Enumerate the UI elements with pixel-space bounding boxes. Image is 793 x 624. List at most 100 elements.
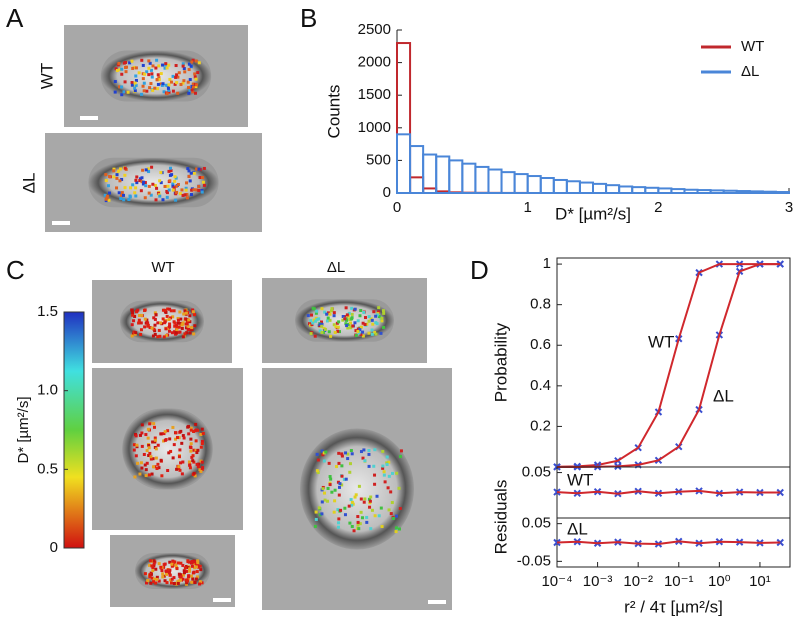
fit-line: [556, 263, 781, 468]
localization: [186, 559, 190, 563]
localization: [146, 323, 150, 327]
histogram-bar: [474, 165, 490, 194]
x-tick-label: 10⁻²: [623, 573, 653, 590]
localization: [123, 173, 127, 177]
histogram-bar: [631, 186, 647, 195]
localization: [161, 198, 165, 202]
localization: [124, 70, 128, 74]
localization: [181, 64, 185, 68]
localization: [356, 523, 360, 527]
localization: [194, 85, 198, 89]
scale-bar: [213, 598, 231, 602]
localization: [181, 335, 185, 339]
localization: [122, 90, 126, 94]
localization: [367, 319, 371, 323]
localization: [149, 455, 153, 459]
localization: [194, 77, 198, 81]
localization: [311, 321, 315, 325]
localization: [379, 331, 383, 335]
localization: [167, 90, 171, 94]
localization: [337, 330, 341, 334]
localization: [182, 436, 186, 440]
localization: [145, 461, 149, 465]
cell: [300, 428, 414, 550]
localization: [356, 515, 360, 519]
localization: [348, 317, 352, 321]
localization: [315, 318, 319, 322]
localization: [158, 179, 162, 183]
localization: [175, 73, 179, 77]
localization: [349, 498, 353, 502]
localization: [382, 311, 386, 315]
x-tick-label: 10⁻¹: [664, 573, 694, 590]
localization: [134, 79, 138, 83]
localization: [385, 461, 389, 465]
localization: [340, 464, 344, 468]
localization: [398, 507, 402, 511]
localization: [153, 438, 157, 442]
localization: [154, 198, 158, 202]
localization: [167, 318, 171, 322]
localization: [358, 328, 362, 332]
localization: [181, 563, 185, 567]
localization: [337, 493, 341, 497]
localization: [151, 565, 155, 569]
localization: [167, 169, 171, 173]
localization: [180, 326, 184, 330]
localization: [169, 316, 173, 320]
localization: [350, 524, 354, 528]
localization: [179, 429, 183, 433]
localization: [169, 578, 173, 582]
localization: [140, 92, 144, 96]
localization: [327, 330, 331, 334]
localization: [134, 83, 138, 87]
histogram-bar: [722, 189, 738, 195]
localization: [134, 66, 138, 70]
localization: [132, 443, 136, 447]
legend-label: ΔL: [741, 63, 759, 80]
localization: [164, 327, 168, 331]
localization: [377, 315, 381, 319]
localization: [317, 317, 321, 321]
localization: [144, 474, 148, 478]
localization: [171, 182, 175, 186]
plot-frame: [556, 257, 791, 468]
localization: [143, 196, 147, 200]
x-tick-label: 1: [523, 199, 531, 216]
localization: [145, 318, 149, 322]
localization: [178, 330, 182, 334]
localization: [328, 312, 332, 316]
localization: [356, 319, 360, 323]
histogram-bar: [748, 190, 764, 194]
localization: [189, 437, 193, 441]
localization: [183, 332, 187, 336]
localization: [186, 579, 190, 583]
localization: [320, 322, 324, 326]
fit-line: [556, 489, 781, 495]
localization: [119, 196, 123, 200]
localization: [189, 442, 193, 446]
localization: [121, 193, 125, 197]
localization: [106, 184, 110, 188]
localization: [175, 328, 179, 332]
localization: [157, 328, 161, 332]
localization: [387, 474, 391, 478]
localization: [191, 85, 195, 89]
localization: [166, 86, 170, 90]
localization: [155, 58, 159, 62]
localization: [372, 310, 376, 314]
localization: [154, 66, 158, 70]
localization: [168, 325, 172, 329]
localization: [155, 577, 159, 581]
localization: [140, 431, 144, 435]
localization: [340, 474, 344, 478]
colorbar-tick-label: 1.0: [37, 382, 58, 399]
localization: [171, 89, 175, 93]
localization: [112, 169, 116, 173]
localization: [166, 568, 170, 572]
localization: [349, 325, 353, 329]
localization: [178, 448, 182, 452]
localization: [120, 93, 124, 97]
localization: [181, 573, 185, 577]
localization: [344, 451, 348, 455]
